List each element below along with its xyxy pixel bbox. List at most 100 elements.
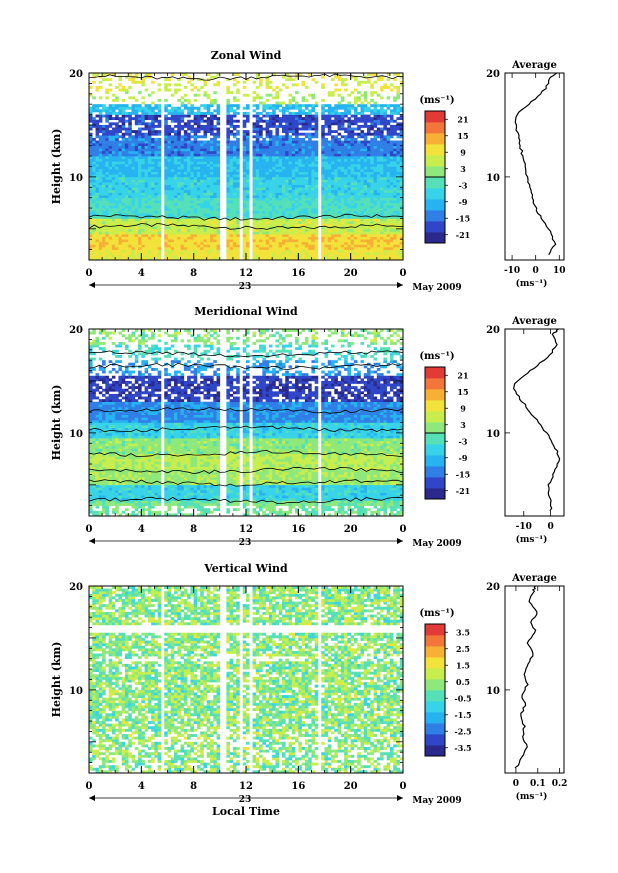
- heatmap-cell: [344, 179, 348, 183]
- heatmap-cell: [331, 221, 335, 224]
- heatmap-cell: [311, 182, 315, 185]
- heatmap-cell: [193, 249, 198, 253]
- heatmap-cell: [304, 161, 309, 165]
- heatmap-cell: [288, 231, 293, 235]
- heatmap-cell: [121, 189, 126, 193]
- heatmap-cell: [360, 161, 365, 165]
- heatmap-cell: [216, 236, 221, 240]
- heatmap-cell: [190, 244, 194, 248]
- heatmap-cell: [134, 254, 139, 258]
- heatmap-cell: [118, 257, 123, 261]
- heatmap-cell: [144, 197, 149, 201]
- heatmap-cell: [89, 208, 93, 211]
- heatmap-cell: [311, 153, 315, 157]
- heatmap-cell: [363, 75, 368, 79]
- heatmap-cell: [95, 249, 100, 253]
- heatmap-cell: [340, 195, 345, 198]
- heatmap-cell: [334, 75, 338, 79]
- heatmap-cell: [291, 221, 296, 224]
- heatmap-cell: [187, 231, 191, 235]
- heatmap-cell: [259, 169, 263, 172]
- heatmap-cell: [151, 247, 155, 250]
- heatmap-cell: [138, 150, 142, 154]
- heatmap-cell: [324, 182, 329, 185]
- heatmap-cell: [331, 109, 335, 113]
- heatmap-cell: [95, 174, 100, 178]
- heatmap-cell: [115, 228, 119, 232]
- heatmap-cell: [147, 254, 152, 258]
- heatmap-cell: [367, 101, 371, 105]
- heatmap-cell: [89, 234, 93, 237]
- heatmap-cell: [141, 187, 145, 191]
- heatmap-cell: [203, 93, 208, 97]
- heatmap-cell: [121, 171, 126, 175]
- heatmap-cell: [373, 148, 378, 152]
- heatmap-cell: [105, 106, 109, 110]
- heatmap-cell: [147, 215, 152, 219]
- heatmap-cell: [314, 166, 319, 170]
- heatmap-cell: [304, 247, 309, 250]
- heatmap-cell: [193, 231, 198, 235]
- heatmap-cell: [115, 169, 119, 172]
- heatmap-cell: [180, 226, 185, 230]
- heatmap-cell: [337, 189, 342, 193]
- heatmap-cell: [272, 236, 276, 240]
- heatmap-cell: [147, 145, 152, 149]
- heatmap-cell: [363, 247, 368, 250]
- heatmap-cell: [298, 228, 302, 232]
- heatmap-cell: [167, 195, 172, 198]
- heatmap-cell: [314, 179, 319, 183]
- heatmap-cell: [281, 176, 286, 180]
- heatmap-cell: [170, 252, 175, 256]
- heatmap-cell: [285, 73, 289, 76]
- heatmap-cell: [203, 254, 208, 258]
- heatmap-cell: [278, 187, 283, 191]
- heatmap-cell: [236, 200, 240, 204]
- heatmap-cell: [216, 111, 221, 115]
- heatmap-cell: [311, 109, 315, 113]
- heatmap-cell: [370, 119, 374, 123]
- heatmap-cell: [304, 239, 309, 243]
- heatmap-cell: [331, 169, 335, 172]
- heatmap-cell: [121, 192, 126, 196]
- heatmap-cell: [105, 228, 109, 232]
- heatmap-cell: [128, 234, 132, 237]
- heatmap-cell: [242, 137, 247, 141]
- heatmap-cell: [144, 182, 149, 185]
- heatmap-cell: [324, 252, 329, 256]
- heatmap-cell: [321, 195, 325, 198]
- heatmap-cell: [259, 202, 263, 206]
- heatmap-cell: [210, 161, 214, 165]
- heatmap-cell: [272, 184, 276, 188]
- heatmap-cell: [174, 231, 178, 235]
- heatmap-cell: [242, 221, 247, 224]
- heatmap-cell: [301, 202, 306, 206]
- heatmap-cell: [92, 119, 96, 123]
- heatmap-cell: [121, 223, 126, 227]
- heatmap-cell: [167, 241, 172, 245]
- heatmap-cell: [285, 189, 289, 193]
- heatmap-cell: [278, 241, 283, 245]
- heatmap-cell: [98, 215, 103, 219]
- heatmap-cell: [344, 239, 348, 243]
- heatmap-cell: [115, 252, 119, 256]
- heatmap-cell: [187, 247, 191, 250]
- heatmap-cell: [373, 197, 378, 201]
- heatmap-cell: [170, 210, 175, 214]
- heatmap-cell: [255, 187, 260, 191]
- heatmap-cell: [170, 239, 175, 243]
- heatmap-cell: [327, 182, 332, 185]
- heatmap-cell: [115, 137, 119, 141]
- heatmap-cell: [124, 184, 129, 188]
- heatmap-cell: [367, 176, 371, 180]
- heatmap-cell: [314, 252, 319, 256]
- heatmap-cell: [288, 228, 293, 232]
- heatmap-cell: [216, 143, 221, 147]
- heatmap-cell: [314, 122, 319, 126]
- heatmap-cell: [89, 140, 93, 144]
- heatmap-cell: [102, 73, 106, 76]
- heatmap-cell: [272, 195, 276, 198]
- heatmap-cell: [193, 221, 198, 224]
- heatmap-cell: [111, 195, 116, 198]
- heatmap-cell: [177, 184, 181, 188]
